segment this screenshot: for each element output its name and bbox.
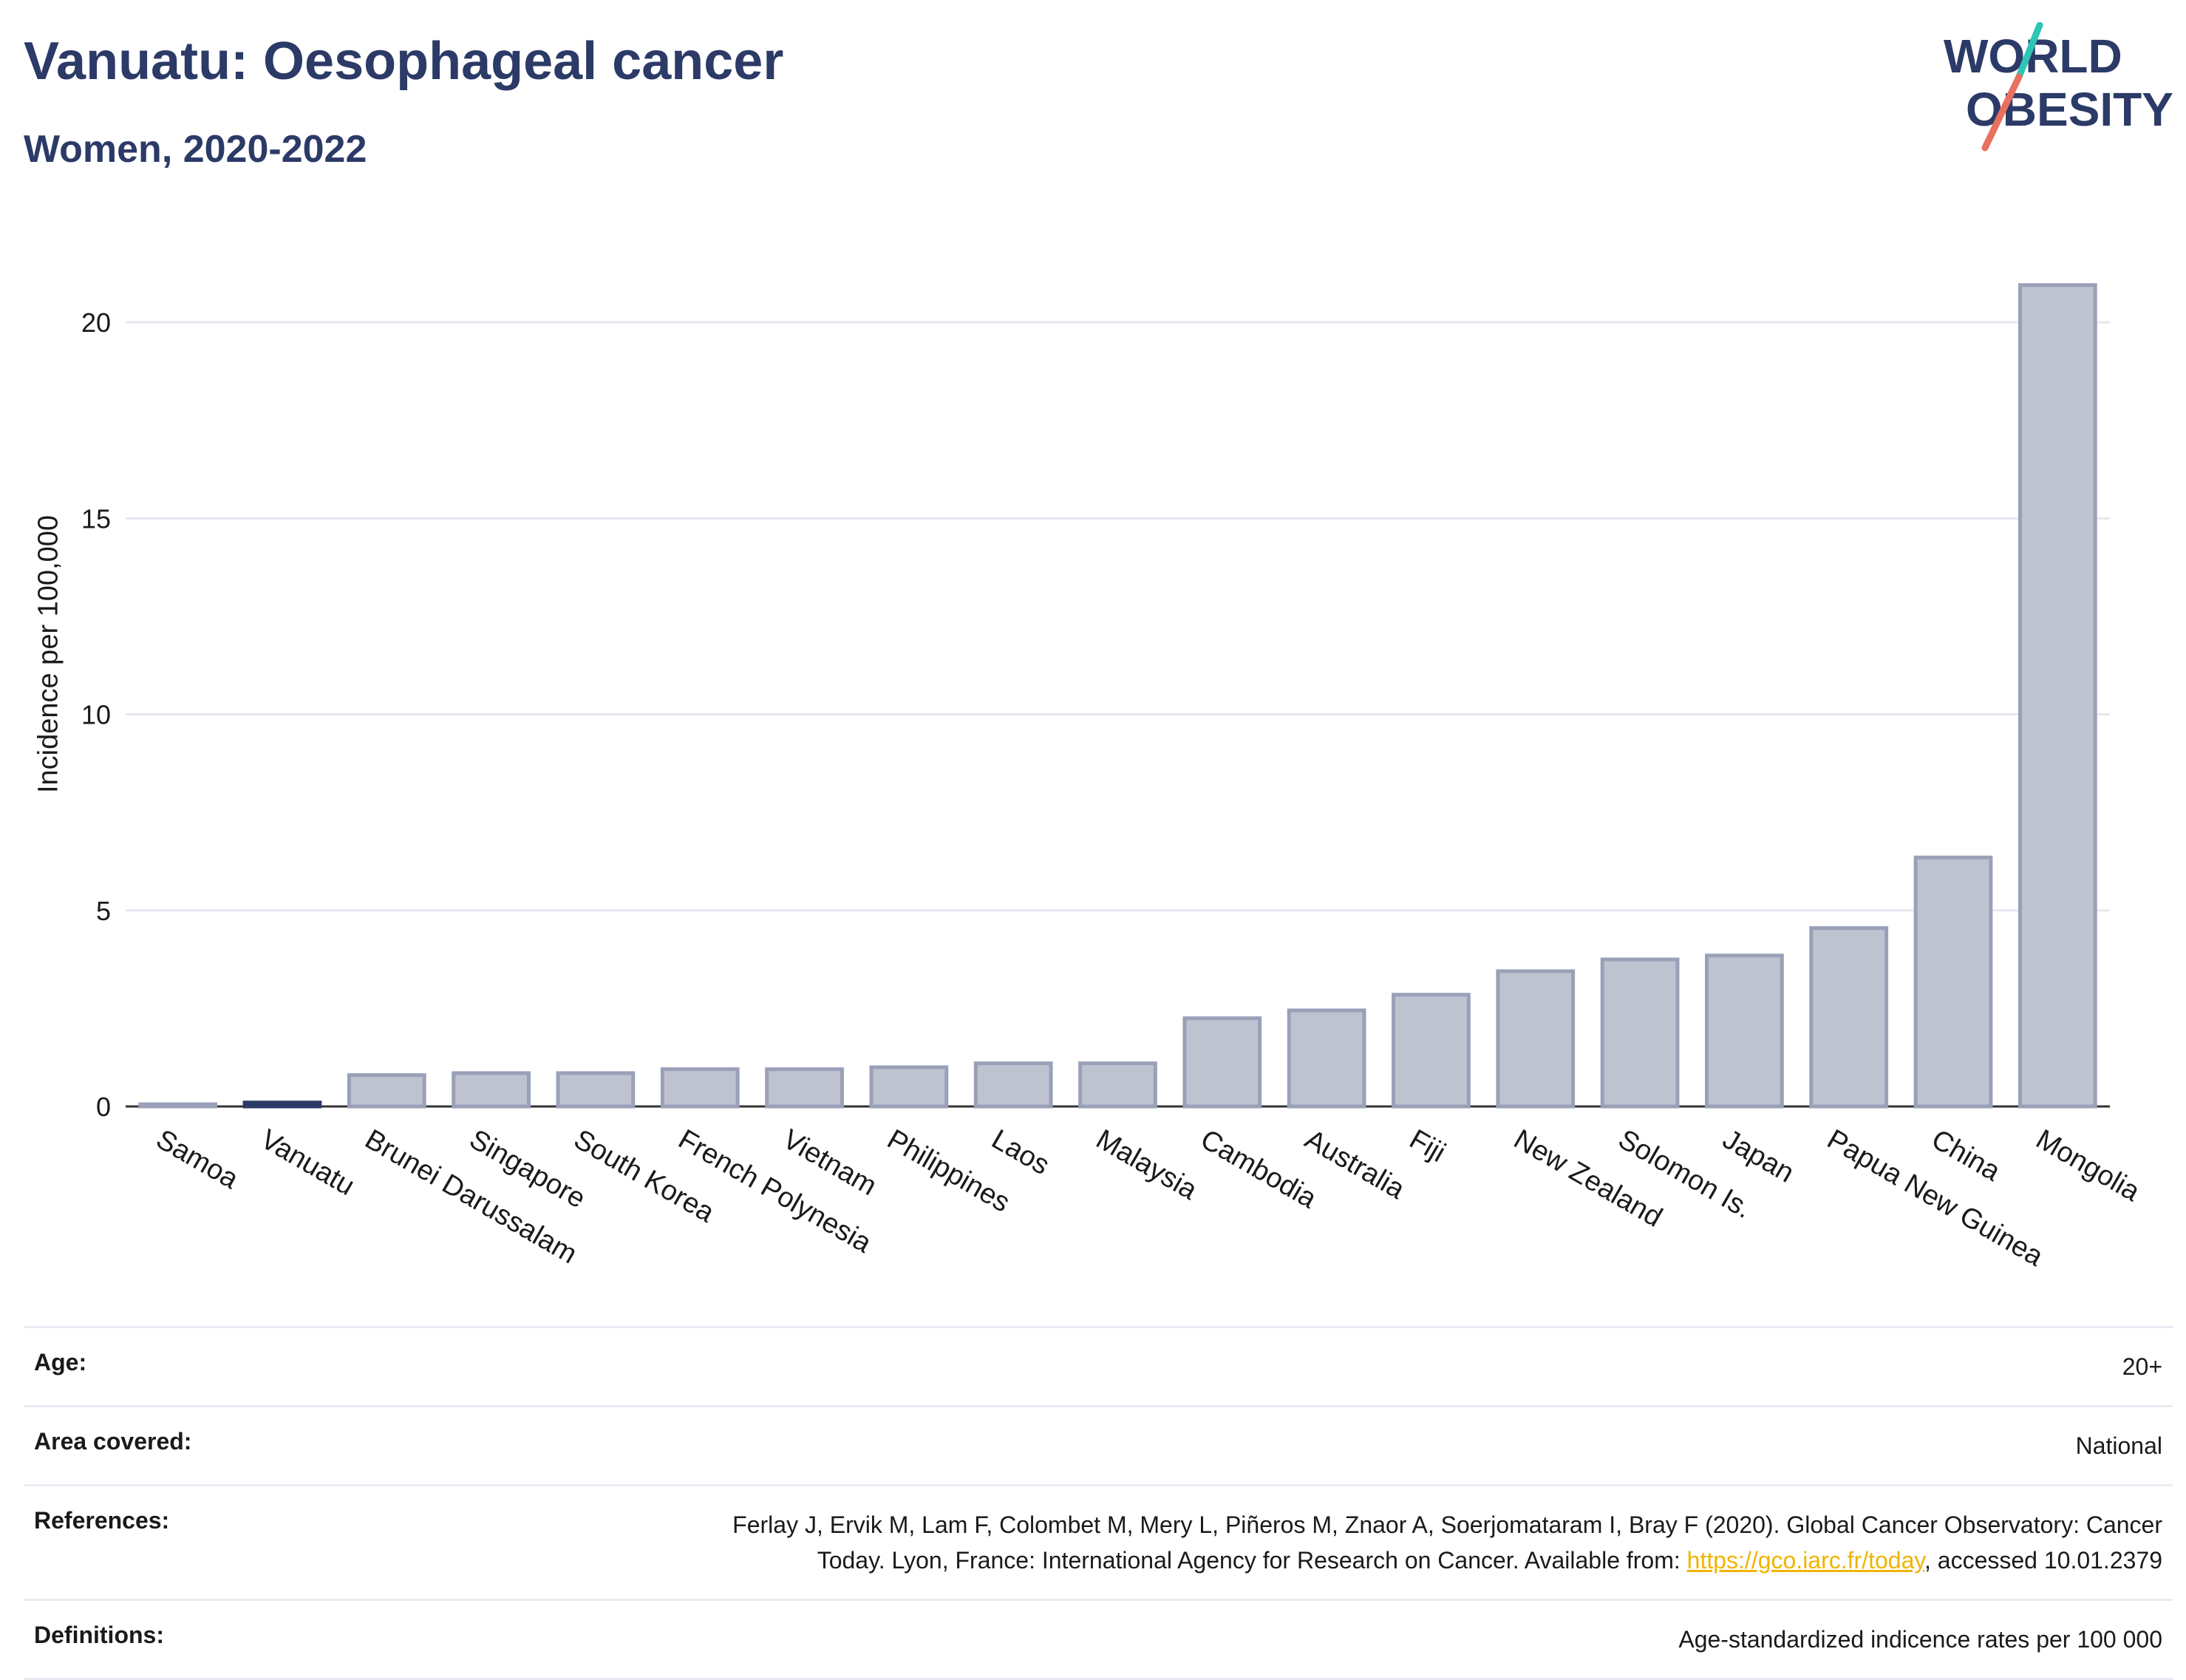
bar-vietnam[interactable] (765, 1067, 844, 1109)
x-tick-label: Laos (987, 1123, 1055, 1181)
info-value-age: 20+ (2122, 1353, 2162, 1380)
info-row-references: References: Ferlay J, Ervik M, Lam F, Co… (24, 1484, 2173, 1599)
info-key-references: References: (34, 1507, 170, 1534)
info-value-references: Ferlay J, Ervik M, Lam F, Colombet M, Me… (732, 1507, 2162, 1578)
info-key-area: Area covered: (34, 1428, 192, 1455)
info-key-age: Age: (34, 1349, 87, 1375)
info-value-definitions: Age-standardized indicence rates per 100… (1678, 1626, 2162, 1653)
info-row-age: Age: 20+ (24, 1326, 2173, 1405)
bar-philippines[interactable] (869, 1065, 949, 1109)
bar-solomon-is-[interactable] (1600, 957, 1680, 1109)
info-value-area: National (2075, 1432, 2162, 1459)
logo-slash-bottom (1981, 73, 2023, 152)
bar-mongolia[interactable] (2018, 283, 2097, 1109)
bar-fiji[interactable] (1392, 993, 1471, 1109)
bar-south-korea[interactable] (556, 1071, 636, 1109)
bar-brunei-darussalam[interactable] (347, 1073, 426, 1109)
bar-china[interactable] (1913, 855, 1993, 1109)
x-tick-label: Samoa (151, 1123, 244, 1195)
reference-text-line1: Ferlay J, Ervik M, Lam F, Colombet M, Me… (732, 1511, 2162, 1538)
x-tick-label: China (1927, 1123, 2006, 1187)
info-row-area: Area covered: National (24, 1405, 2173, 1484)
x-tick-label: Fiji (1404, 1123, 1451, 1169)
bar-french-polynesia[interactable] (660, 1067, 740, 1109)
info-row-definitions: Definitions: Age-standardized indicence … (24, 1599, 2173, 1680)
y-tick-labels: 0 5 10 15 20 (81, 307, 111, 1122)
bar-malaysia[interactable] (1078, 1061, 1157, 1109)
reference-link[interactable]: https://gco.iarc.fr/today (1686, 1547, 1924, 1574)
y-tick-label: 0 (96, 1092, 111, 1122)
y-tick-label: 5 (96, 896, 111, 926)
bar-australia[interactable] (1287, 1008, 1366, 1109)
page-title: Vanuatu: Oesophageal cancer (24, 32, 784, 91)
world-obesity-logo: WORLD OBESITY (1944, 22, 2173, 152)
x-tick-label: French Polynesia (673, 1123, 877, 1259)
bar-samoa[interactable] (138, 1102, 218, 1109)
x-tick-label: Vanuatu (255, 1123, 359, 1202)
bar-singapore[interactable] (452, 1071, 531, 1109)
y-tick-label: 15 (81, 503, 111, 534)
x-tick-label: Cambodia (1195, 1123, 1322, 1214)
bar-japan[interactable] (1705, 953, 1784, 1109)
y-tick-label: 20 (81, 307, 111, 338)
logo-slash-top (2015, 22, 2043, 81)
bar-cambodia[interactable] (1182, 1016, 1262, 1109)
x-tick-label: Mongolia (2031, 1123, 2145, 1208)
x-tick-label: Japan (1717, 1123, 1799, 1188)
y-tick-label: 10 (81, 700, 111, 730)
bar-chart: 0 5 10 15 20 Samoa Vanuatu Brunei DarussalamSi… (81, 283, 2145, 1273)
x-tick-label: Malaysia (1091, 1123, 1203, 1206)
bar-laos[interactable] (973, 1061, 1053, 1109)
reference-text-pre: Today. Lyon, France: International Agenc… (817, 1547, 1687, 1574)
bar-papua-new-guinea[interactable] (1809, 926, 1889, 1109)
info-table: Age: 20+ Area covered: National Referenc… (24, 1326, 2173, 1680)
bars (138, 283, 2097, 1109)
page-subtitle: Women, 2020-2022 (24, 128, 367, 171)
bar-vanuatu[interactable] (242, 1101, 322, 1109)
reference-text-post: , accessed 10.01.2379 (1924, 1547, 2162, 1574)
bar-new-zealand[interactable] (1496, 969, 1576, 1109)
x-tick-labels: Samoa Vanuatu Brunei DarussalamSingaporeSo… (151, 1123, 2145, 1273)
